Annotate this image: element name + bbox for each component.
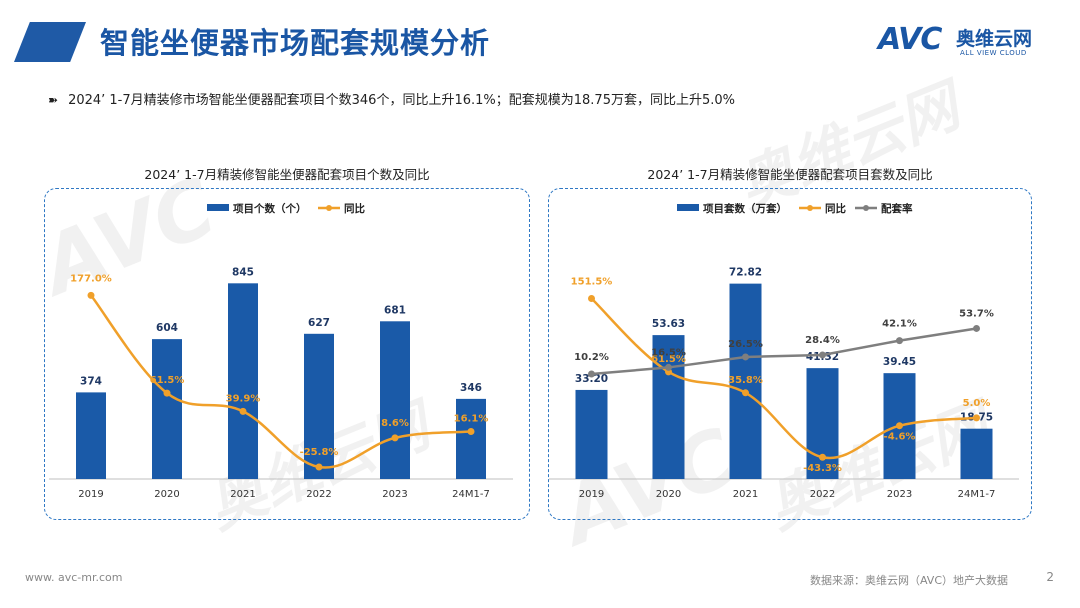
logo-mark: AVC [878,22,942,57]
bar-value-label: 72.82 [729,267,762,279]
bar-value-label: 374 [80,375,102,387]
logo-en: ALL VIEW CLOUD [960,49,1027,57]
series-point [819,351,826,359]
bar [960,428,993,479]
series-point [665,363,672,371]
series-point [588,295,595,303]
series-point [87,291,95,299]
line-value-label: 35.8% [728,375,763,386]
series-point [163,389,171,397]
series-point [896,422,903,430]
x-tick-label: 24M1-7 [452,489,490,500]
bar [380,321,410,479]
line-value-label: 28.4% [805,335,840,346]
line-value-label: 10.2% [574,352,609,363]
series-point [742,389,749,397]
line-value-label: 26.5% [728,339,763,350]
legend-label: 项目个数（个） [233,202,307,215]
legend-bar-swatch [677,204,699,211]
x-tick-label: 2023 [887,489,912,500]
bar [729,283,762,479]
legend-label: 同比 [344,202,365,215]
x-tick-label: 2022 [306,489,331,500]
line-value-label: 39.9% [226,393,261,404]
units-chart: 项目套数（万套）同比配套率33.2053.6372.8241.3239.4518… [549,202,1019,500]
series-point [896,337,903,345]
x-tick-label: 2022 [810,489,835,500]
x-tick-label: 2019 [78,489,103,500]
arrow-bullet-icon: ➽ [48,93,59,107]
series-line [90,294,472,469]
line-value-label: 8.6% [381,418,409,429]
bar-value-label: 39.45 [883,356,916,368]
series-point [315,463,323,471]
legend-label: 同比 [825,202,846,215]
line-value-label: 5.0% [963,398,991,409]
footer-source: 数据来源：奥维云网（AVC）地产大数据 [809,574,1008,587]
logo-cn: 奥维云网 [956,28,1033,50]
legend-bar-swatch [207,204,229,211]
line-value-label: 16.1% [454,414,489,425]
bar [652,335,685,479]
series-line [591,327,977,376]
summary-line: ➽ 2024’ 1-7月精装修市场智能坐便器配套项目个数346个，同比上升16.1… [48,89,735,108]
line-value-label: -25.8% [300,447,339,458]
line-value-label: 53.7% [959,308,994,319]
bar-value-label: 33.20 [575,373,608,385]
chart-title-projects: 2024’ 1-7月精装修智能坐便器配套项目个数及同比 [144,167,430,182]
bar-value-label: 53.63 [652,318,685,330]
line-value-label: 61.5% [150,375,185,386]
legend-label: 项目套数（万套） [703,202,787,215]
summary-text: 2024’ 1-7月精装修市场智能坐便器配套项目个数346个，同比上升16.1%… [68,93,735,108]
series-line [590,297,977,460]
page-number: 2 [1046,570,1054,584]
x-tick-label: 2020 [656,489,681,500]
series-point [973,324,980,332]
bar [456,398,486,479]
x-tick-label: 2020 [154,489,179,500]
series-point [742,353,749,361]
bar-value-label: 604 [156,322,178,334]
chart-box-units: 项目套数（万套）同比配套率33.2053.6372.8241.3239.4518… [548,188,1032,520]
bar-value-label: 627 [308,317,330,329]
x-tick-label: 24M1-7 [958,489,996,500]
series-point [819,453,826,461]
legend-label: 配套率 [881,202,913,215]
x-tick-label: 2023 [382,489,407,500]
page-title: 智能坐便器市场配套规模分析 [100,26,491,60]
projects-chart: 项目个数（个） 同比 374 604 845 627 681 346 2019 2020 2021 2… [49,202,513,500]
line-value-label: -4.6% [884,432,916,443]
bar-value-label: 346 [460,382,482,394]
x-tick-label: 2021 [230,489,255,500]
bar-value-label: 845 [232,266,254,278]
series-point [588,370,595,378]
chart-box-projects: 项目个数（个） 同比 374 604 845 627 681 346 2019 2020 2021 2… [44,188,530,520]
bar [152,339,182,479]
line-value-label: 16.5% [651,347,686,358]
series-point [973,414,980,422]
bar-value-label: 681 [384,304,406,316]
footer-website: www. avc-mr.com [25,571,123,584]
series-point [391,434,399,442]
legend-line-marker [326,205,332,211]
line-value-label: 42.1% [882,319,917,330]
line-value-label: -43.3% [803,463,842,474]
x-tick-label: 2019 [579,489,604,500]
legend-line-marker [807,205,813,211]
x-tick-label: 2021 [733,489,758,500]
bar [228,283,258,479]
chart-title-units: 2024’ 1-7月精装修智能坐便器配套项目套数及同比 [647,167,933,182]
line-value-label: 177.0% [70,273,112,284]
bar [575,389,608,479]
bar [76,392,106,479]
series-point [467,428,475,436]
header-accent-bar [14,22,86,62]
series-point [239,407,247,415]
bar [304,333,334,479]
avc-logo: AVC 奥维云网 ALL VIEW CLOUD [878,22,1050,62]
line-value-label: 61.5% [651,354,686,365]
line-value-label: 151.5% [571,277,613,288]
legend-line-marker [863,205,869,211]
